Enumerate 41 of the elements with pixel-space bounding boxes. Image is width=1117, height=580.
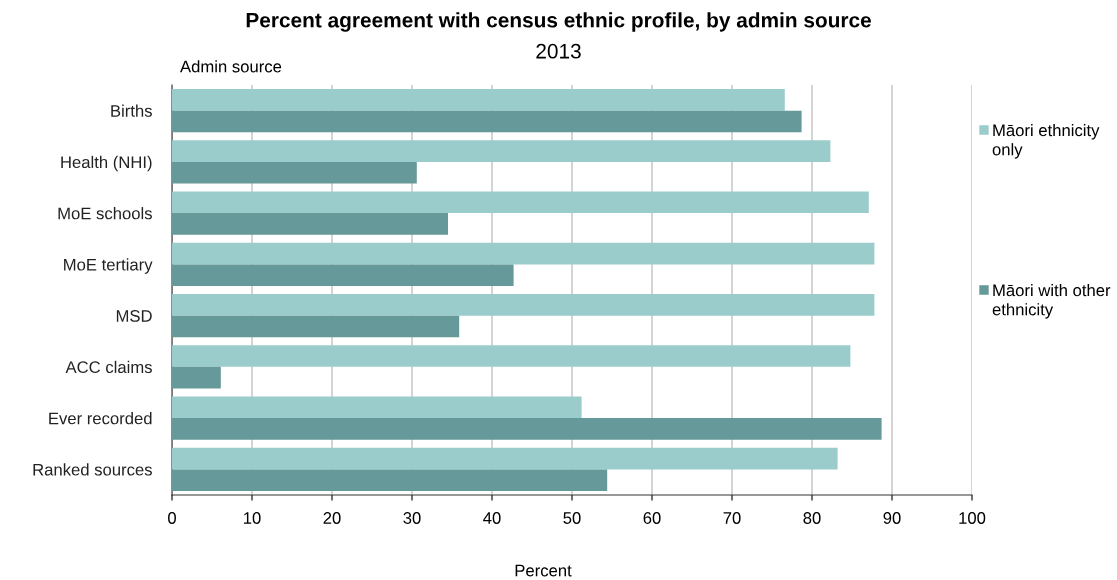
y-tick-label: MoE schools: [58, 207, 152, 220]
y-tick-label: Ever recorded: [49, 412, 152, 425]
x-tick-label: 30: [403, 512, 421, 524]
y-tick-label: Births: [111, 104, 152, 117]
y-tick-label: Health (NHI): [61, 155, 152, 172]
bar: [172, 294, 875, 316]
x-tick-label: 100: [959, 512, 986, 524]
bar: [172, 89, 785, 111]
y-tick-label: Ranked sources: [33, 463, 152, 476]
x-tick-label: 40: [483, 512, 501, 524]
bar: [172, 264, 514, 286]
bar: [172, 447, 838, 470]
bar: [172, 110, 802, 133]
chart-subtitle: 2013: [536, 43, 581, 59]
y-axis-title: Admin source: [180, 60, 282, 73]
bar: [172, 396, 582, 419]
bar: [172, 161, 417, 184]
bar: [172, 191, 869, 214]
x-tick-label: 90: [883, 512, 901, 524]
x-tick-label: 0: [168, 512, 176, 524]
x-tick-label: 10: [244, 512, 261, 524]
legend-label: Māori ethnicity only: [992, 124, 1100, 159]
legend-label: Māori with other ethnicity: [992, 284, 1111, 319]
bar: [172, 315, 460, 338]
bar: [172, 213, 448, 235]
bar: [172, 345, 851, 367]
bar: [172, 366, 221, 389]
x-tick-label: 60: [643, 512, 661, 524]
y-tick-label: MoE tertiary: [64, 258, 153, 274]
x-tick-label: 70: [723, 512, 741, 524]
x-tick-label: 50: [563, 512, 581, 524]
bar: [172, 469, 608, 491]
x-tick-label: 20: [323, 512, 341, 524]
bar: [172, 418, 882, 440]
x-axis-title: Percent: [515, 564, 572, 577]
bar: [172, 242, 875, 265]
y-tick-label: MSD: [116, 310, 152, 322]
y-tick-label: ACC claims: [65, 360, 152, 374]
bar: [172, 140, 831, 162]
chart-title: Percent agreement with census ethnic profile, by admin source: [246, 12, 871, 32]
x-tick-label: 80: [803, 512, 821, 524]
